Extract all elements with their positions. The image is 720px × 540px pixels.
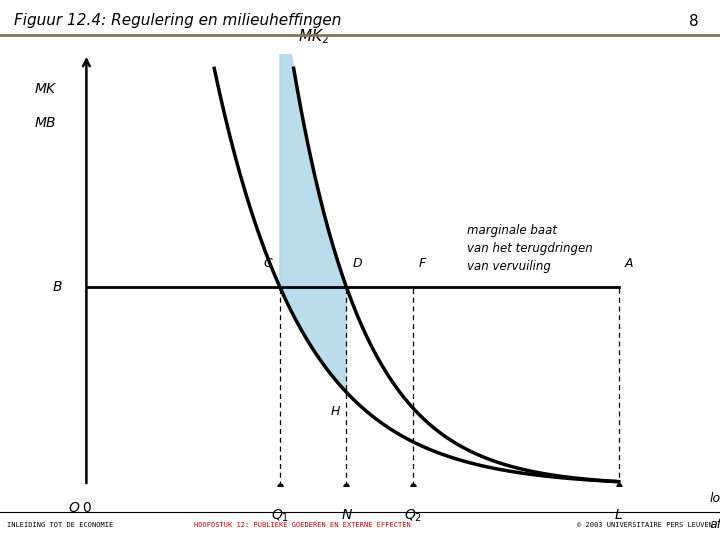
Text: marginale baat
van het terugdringen
van vervuiling: marginale baat van het terugdringen van … xyxy=(467,224,593,273)
Text: MK: MK xyxy=(35,82,56,96)
Text: 0: 0 xyxy=(82,501,91,515)
Text: INLEIDING TOT DE ECONOMIE: INLEIDING TOT DE ECONOMIE xyxy=(7,522,114,528)
Text: $MK_2$: $MK_2$ xyxy=(298,27,329,46)
Text: C: C xyxy=(264,257,273,270)
Text: O: O xyxy=(69,501,80,515)
Text: B: B xyxy=(53,280,62,294)
Text: $Q_1$: $Q_1$ xyxy=(271,508,289,524)
Text: A: A xyxy=(625,257,633,270)
Text: afvalstoffen: afvalstoffen xyxy=(709,518,720,531)
Polygon shape xyxy=(280,0,346,393)
Text: HOOFDSTUK 12: PUBLIEKE GOEDEREN EN EXTERNE EFFECTEN: HOOFDSTUK 12: PUBLIEKE GOEDEREN EN EXTER… xyxy=(194,522,411,528)
Text: MB: MB xyxy=(35,116,56,130)
Text: lozing: lozing xyxy=(709,492,720,505)
Text: N: N xyxy=(341,508,351,522)
Text: D: D xyxy=(353,257,362,270)
Text: H: H xyxy=(331,406,341,419)
Text: L: L xyxy=(615,508,623,522)
Text: © 2003 UNIVERSITAIRE PERS LEUVEN: © 2003 UNIVERSITAIRE PERS LEUVEN xyxy=(577,522,713,528)
Text: $Q_2$: $Q_2$ xyxy=(404,508,422,524)
Text: Figuur 12.4: Regulering en milieuheffingen: Figuur 12.4: Regulering en milieuheffing… xyxy=(14,14,342,29)
Text: F: F xyxy=(419,257,426,270)
Text: 8: 8 xyxy=(689,14,698,29)
